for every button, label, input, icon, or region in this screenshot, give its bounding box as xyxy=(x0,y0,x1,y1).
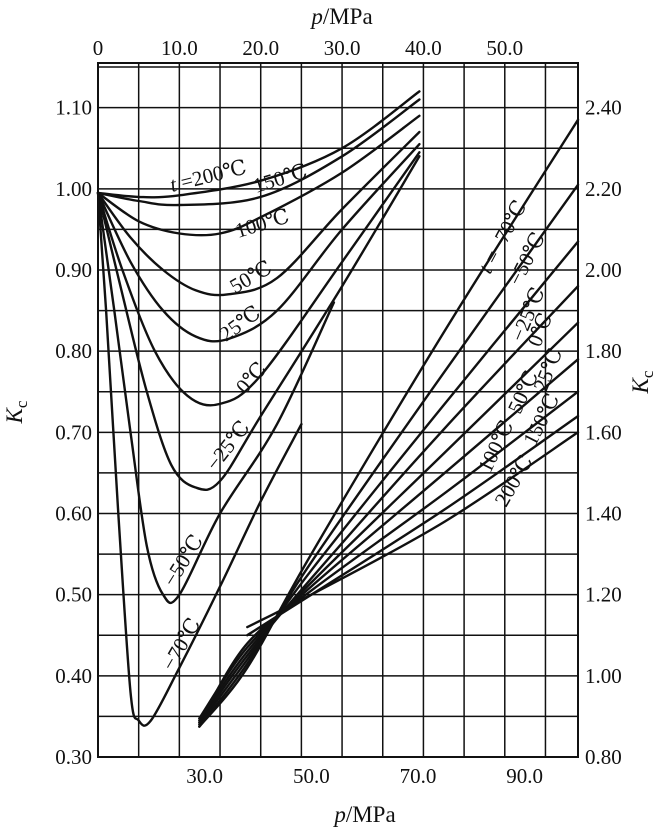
low-curve-label-2: 100℃ xyxy=(232,204,292,243)
high-curve-4 xyxy=(198,321,580,722)
left-tick-label: 0.90 xyxy=(55,258,92,282)
right-tick-label: 1.60 xyxy=(585,420,622,444)
left-tick-label: 1.10 xyxy=(55,96,92,120)
right-tick-label: 1.00 xyxy=(585,664,622,688)
bottom-tick-label: 50.0 xyxy=(293,764,330,788)
low-curve-3 xyxy=(96,130,421,297)
right-tick-label: 1.80 xyxy=(585,339,622,363)
top-tick-label: 10.0 xyxy=(161,36,198,60)
top-tick-label: 40.0 xyxy=(405,36,442,60)
left-tick-label: 0.30 xyxy=(55,745,92,769)
high-curve-8 xyxy=(246,431,580,629)
right-tick-label: 2.20 xyxy=(585,177,622,201)
low-curve-4 xyxy=(96,143,421,343)
low-curve-1 xyxy=(96,98,421,207)
left-tick-label: 0.60 xyxy=(55,501,92,525)
high-curve-6 xyxy=(203,390,580,714)
top-axis-title: p/MPa xyxy=(309,4,372,29)
top-tick-label: 20.0 xyxy=(242,36,279,60)
low-curve-label-7: −50℃ xyxy=(158,530,208,591)
low-curve-label-8: −70℃ xyxy=(157,614,206,675)
low-curve-2 xyxy=(96,114,421,237)
right-tick-label: 1.20 xyxy=(585,583,622,607)
right-tick-label: 2.00 xyxy=(585,258,622,282)
high-curve-0 xyxy=(198,118,580,728)
bottom-tick-label: 30.0 xyxy=(186,764,223,788)
right-tick-label: 0.80 xyxy=(585,745,622,769)
right-tick-label: 1.40 xyxy=(585,501,622,525)
high-curve-7 xyxy=(246,414,580,637)
right-axis-title: Kc xyxy=(628,370,657,394)
top-tick-label: 50.0 xyxy=(486,36,523,60)
right-tick-label: 2.40 xyxy=(585,96,622,120)
left-tick-label: 0.50 xyxy=(55,583,92,607)
low-curve-8 xyxy=(96,191,303,727)
low-curve-6 xyxy=(96,155,421,491)
left-tick-label: 0.70 xyxy=(55,420,92,444)
grid xyxy=(98,63,578,757)
tick-labels: 0 10.0 20.0 30.0 40.0 50.0 30.0 50.0 70.0 90.0 0.3… xyxy=(55,36,622,788)
high-curve-5 xyxy=(198,358,580,720)
low-curve-0 xyxy=(96,90,421,199)
bottom-tick-label: 90.0 xyxy=(506,764,543,788)
left-tick-label: 1.00 xyxy=(55,177,92,201)
curves xyxy=(96,90,580,728)
top-tick-label: 0 xyxy=(93,36,104,60)
low-curve-label-6: −25℃ xyxy=(201,416,255,475)
low-curve-label-4: 25℃ xyxy=(215,300,265,346)
high-curve-1 xyxy=(198,183,580,728)
low-curve-5 xyxy=(96,151,421,407)
high-curve-3 xyxy=(198,285,580,724)
plot-frame xyxy=(97,62,579,758)
top-tick-label: 30.0 xyxy=(324,36,361,60)
low-curve-7 xyxy=(96,191,336,604)
bottom-tick-label: 70.0 xyxy=(400,764,437,788)
bottom-axis-title: p/MPa xyxy=(332,802,395,827)
left-axis-title: Kc xyxy=(2,400,31,424)
left-tick-label: 0.80 xyxy=(55,339,92,363)
high-curve-2 xyxy=(198,240,580,726)
left-tick-label: 0.40 xyxy=(55,664,92,688)
